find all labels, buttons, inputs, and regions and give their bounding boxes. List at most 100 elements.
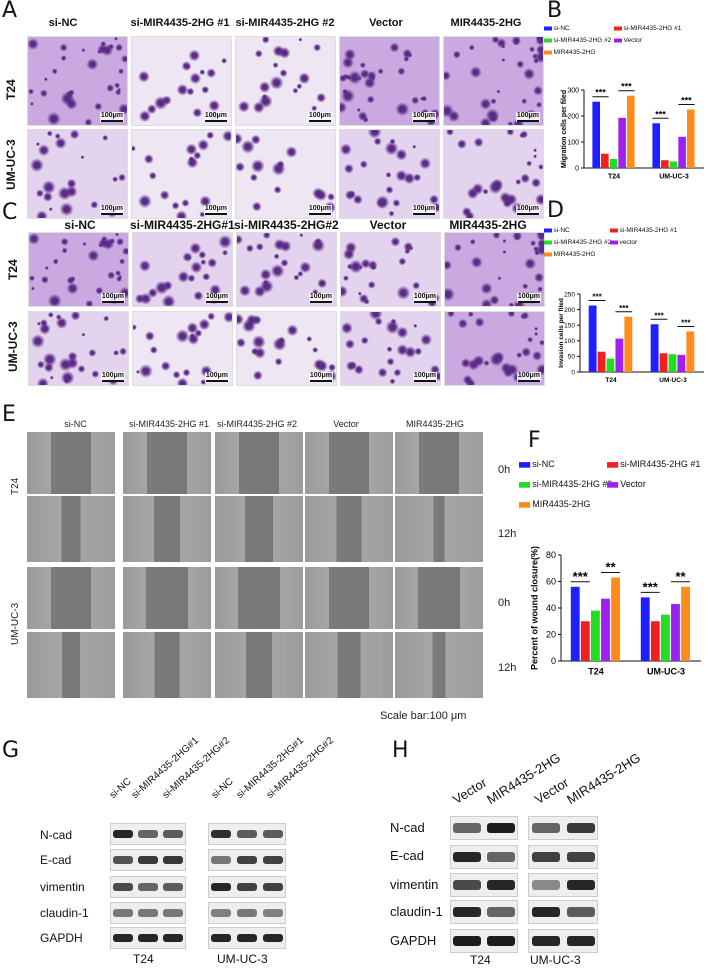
scalebar-label: 100μm: [307, 112, 332, 122]
legend-label: si-MIR4435-2HG #2: [554, 239, 612, 246]
blot-band: [566, 907, 595, 917]
bar: [677, 354, 686, 372]
blot-band: [112, 855, 133, 865]
cell-line-label: T24: [470, 953, 491, 967]
scalebar-label: 100μm: [308, 372, 333, 382]
legend-swatch: [544, 26, 552, 31]
legend-swatch: [544, 252, 552, 257]
blot-band: [163, 829, 184, 839]
protein-label: claudin-1: [390, 904, 443, 919]
significance-mark: ***: [681, 318, 691, 327]
scalebar-label: 100μm: [204, 293, 229, 303]
bar: [652, 123, 661, 168]
blot-band: [487, 907, 515, 917]
significance-mark: **: [675, 569, 686, 584]
blot-band: [566, 823, 595, 833]
scalebar-label: 100μm: [412, 293, 437, 303]
scalebar-label: 100μm: [515, 205, 540, 215]
blot-band: [531, 907, 560, 917]
blot-band: [210, 882, 232, 892]
y-tick-label: 20: [546, 630, 556, 640]
wound-tile: [215, 432, 303, 494]
wound-tile: [395, 567, 483, 629]
legend-label: si-MIR4435-2HG #2: [554, 37, 612, 44]
blot-band: [137, 829, 159, 839]
blot-band: [236, 908, 258, 918]
y-axis-label: Invasion cells per filed: [558, 298, 565, 368]
time-label: 0h: [498, 464, 511, 476]
protein-label: GAPDH: [40, 931, 83, 945]
bar: [609, 158, 618, 168]
micrograph-tile: 100μm: [340, 311, 441, 386]
blot-band: [531, 823, 560, 833]
scalebar-label: 100μm: [100, 372, 125, 382]
wound-tile: [215, 567, 303, 629]
blot-band: [487, 880, 515, 890]
y-axis-label: Percent of wound closure(%): [530, 546, 540, 670]
blot-band: [210, 829, 232, 839]
blot-band: [453, 907, 481, 917]
y-tick-label: 200: [564, 307, 575, 314]
col-header: MIR4435-2HG: [449, 218, 527, 232]
blot-band: [236, 829, 258, 839]
x-tick-label: UM-UC-3: [659, 174, 689, 181]
micrograph-tile: 100μm: [443, 36, 544, 126]
y-tick-label: 40: [546, 603, 556, 613]
blot-band: [236, 855, 258, 865]
legend-label: si-NC: [554, 25, 571, 32]
legend-swatch: [614, 26, 622, 31]
scalebar-label: 100μm: [515, 112, 540, 122]
wound-tile: [395, 432, 483, 494]
wound-tile: [305, 632, 393, 698]
blot-band: [163, 882, 184, 892]
x-tick-label: T24: [588, 667, 604, 677]
legend-label: si-MIR4435-2HG #1: [624, 25, 682, 32]
y-tick-label: 80: [546, 550, 556, 560]
bar: [678, 136, 686, 168]
protein-label: claudin-1: [40, 906, 89, 920]
row-label: UM-UC-3: [10, 602, 21, 645]
legend-label: si-NC: [532, 459, 555, 469]
bar: [650, 324, 659, 372]
legend-swatch: [519, 502, 531, 508]
col-header: si-NC: [64, 419, 87, 429]
col-header: Vector: [369, 17, 403, 29]
legend-label: si-NC: [554, 227, 571, 234]
scalebar-label: 100μm: [100, 293, 125, 303]
lane-label: MIR4435-2HG: [564, 749, 644, 807]
y-tick-label: 100: [567, 139, 579, 146]
bar: [640, 597, 650, 661]
micrograph-tile: 100μm: [131, 36, 232, 126]
legend-swatch: [607, 482, 619, 488]
blot-band: [163, 908, 184, 918]
legend-swatch: [610, 228, 618, 233]
wound-tile: [27, 432, 115, 494]
row-label: T24: [4, 79, 18, 100]
micrograph-tile: 100μm: [235, 129, 336, 219]
legend-swatch: [614, 38, 622, 43]
legend-label: Vector: [624, 37, 643, 44]
bar: [588, 305, 597, 372]
chart-b-migration: si-NC si-MIR4435-2HG #1 si-MIR4435-2HG #2 V…: [544, 25, 704, 181]
scalebar-label: 100μm: [99, 112, 124, 122]
blot-band: [210, 933, 232, 943]
wound-tile: [395, 496, 483, 562]
blot-band: [453, 823, 481, 833]
wound-tile: [215, 496, 303, 562]
bar: [681, 586, 690, 661]
panel-label-e: E: [2, 402, 16, 427]
bar: [601, 598, 610, 661]
y-tick-label: 250: [564, 291, 575, 298]
scalebar-label: 100μm: [411, 205, 436, 215]
panel-label-b: B: [547, 0, 563, 23]
panel-label-f: F: [528, 428, 541, 453]
blot-band: [453, 880, 481, 890]
significance-mark: **: [605, 560, 616, 575]
col-header: si-MIR4435-2HG#2: [234, 218, 339, 232]
col-header: MIR4435-2HG: [450, 17, 522, 29]
wound-tile: [123, 496, 211, 562]
micrograph-tile: 100μm: [236, 232, 337, 307]
col-header: si-MIR4435-2HG #1: [130, 17, 230, 29]
significance-mark: ***: [681, 96, 692, 106]
legend-label: MIR4435-2HG: [532, 499, 590, 509]
